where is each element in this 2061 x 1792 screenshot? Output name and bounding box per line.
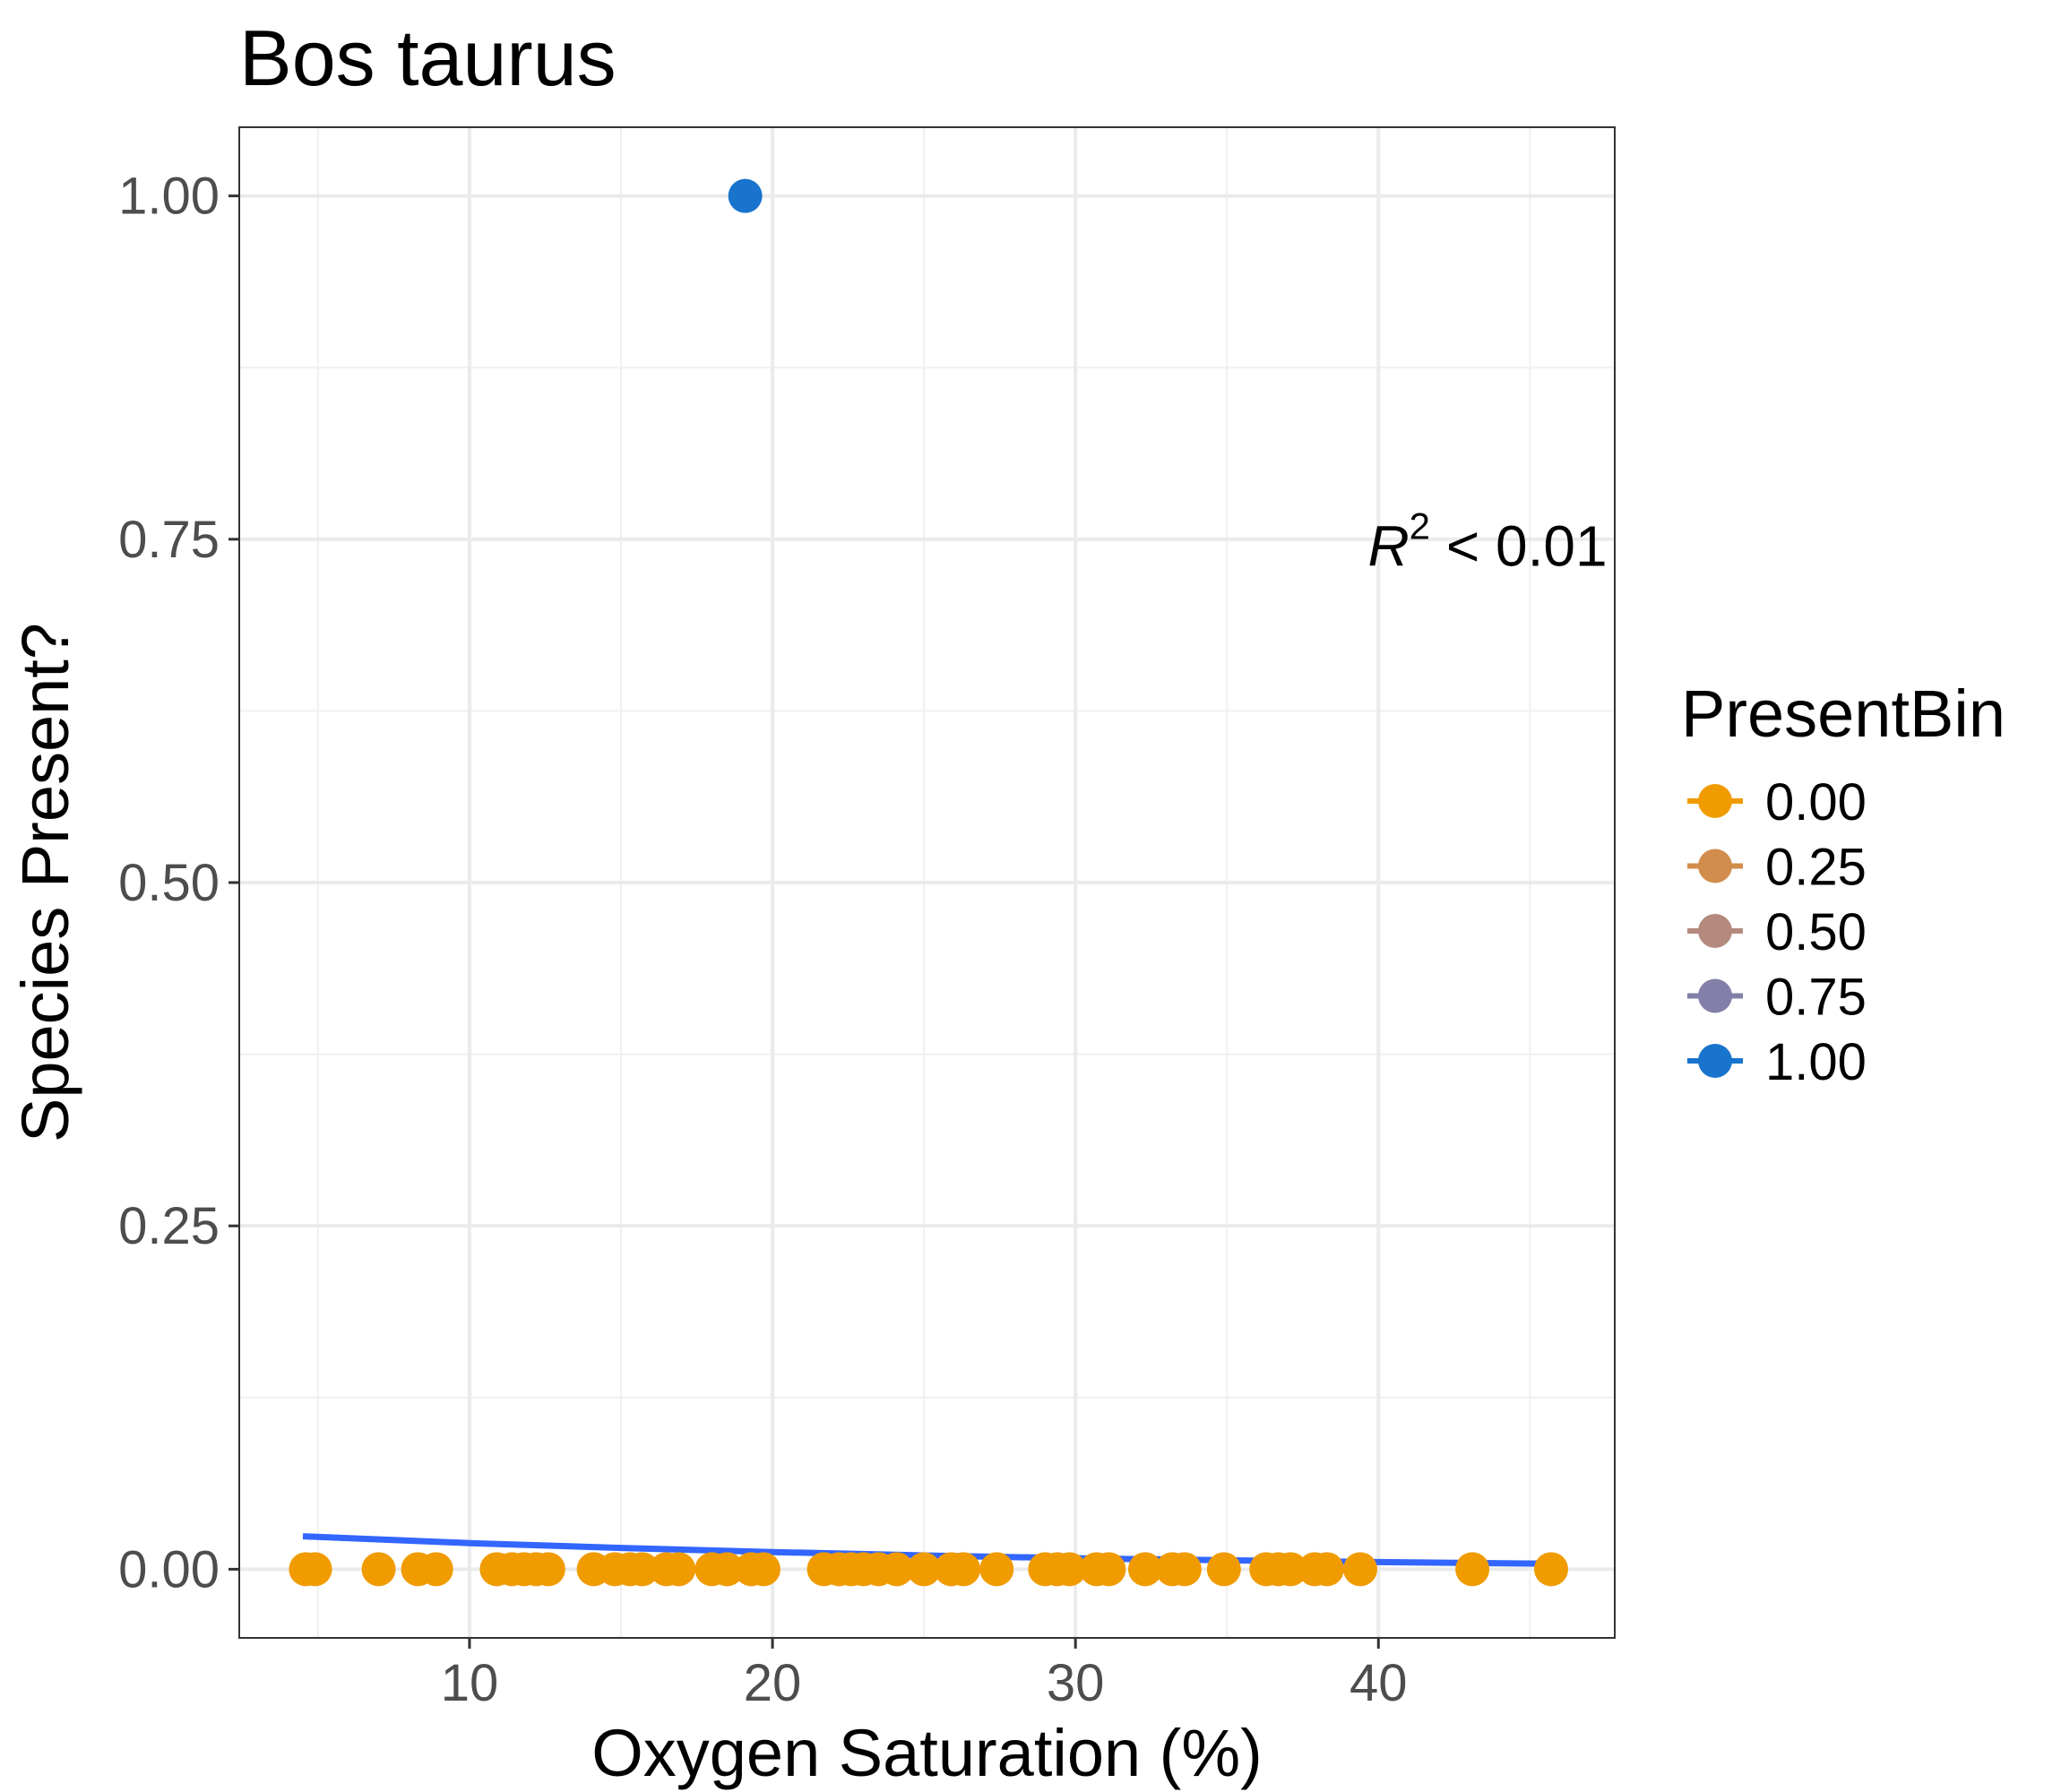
legend-key-point [1698,784,1732,818]
chart-title: Bos taurus [239,13,617,102]
data-point [746,1552,780,1587]
x-tick-label: 40 [1350,1654,1408,1712]
r-squared-annotation: R2 < 0.01 [1367,504,1607,578]
x-axis-title: Oxygen Saturation (%) [591,1716,1263,1790]
legend: PresentBin 0.00 0.25 0.50 0.75 1.00 [1681,676,2005,1091]
legend-key-point [1698,1044,1732,1078]
data-point [1533,1552,1568,1587]
data-point [710,1552,745,1587]
data-point [728,178,763,213]
legend-label: 0.25 [1765,839,1867,897]
y-axis-title: Species Present? [8,623,82,1142]
data-point [1206,1552,1241,1587]
data-point [418,1552,453,1587]
r-squared-value: < 0.01 [1430,513,1608,578]
legend-label: 0.00 [1765,773,1867,831]
data-point [1052,1552,1087,1587]
axes: 10 20 30 40 0.00 0.25 0.50 0.75 1.00 [118,168,1407,1712]
data-point [879,1552,914,1587]
legend-label: 0.75 [1765,969,1867,1027]
data-point [298,1552,332,1587]
data-point [1091,1552,1126,1587]
data-point [979,1552,1014,1587]
data-point [530,1552,565,1587]
r-squared-exponent: 2 [1410,504,1430,547]
data-point [1273,1552,1308,1587]
legend-label: 1.00 [1765,1033,1867,1091]
x-tick-label: 20 [744,1654,802,1712]
legend-title: PresentBin [1681,676,2005,751]
data-point [1167,1552,1202,1587]
r-squared-symbol: R [1367,513,1409,578]
data-point [907,1552,942,1587]
y-tick-label: 0.50 [118,854,220,912]
legend-key-point [1698,978,1732,1013]
y-tick-label: 0.00 [118,1540,220,1598]
y-tick-label: 0.25 [118,1197,220,1255]
data-point [661,1552,696,1587]
grid-lines [239,127,1615,1638]
x-tick-label: 30 [1047,1654,1105,1712]
x-tick-label: 10 [441,1654,499,1712]
data-point [361,1552,396,1587]
legend-key-point [1698,849,1732,883]
data-point [1309,1552,1344,1587]
data-point [625,1552,660,1587]
data-points [289,178,1568,1587]
data-point [946,1552,981,1587]
y-tick-label: 1.00 [118,168,220,226]
y-tick-label: 0.75 [118,511,220,569]
data-point [1127,1552,1162,1587]
legend-label: 0.50 [1765,903,1867,961]
data-point [1455,1552,1490,1587]
legend-key-point [1698,914,1732,948]
data-point [1342,1552,1377,1587]
